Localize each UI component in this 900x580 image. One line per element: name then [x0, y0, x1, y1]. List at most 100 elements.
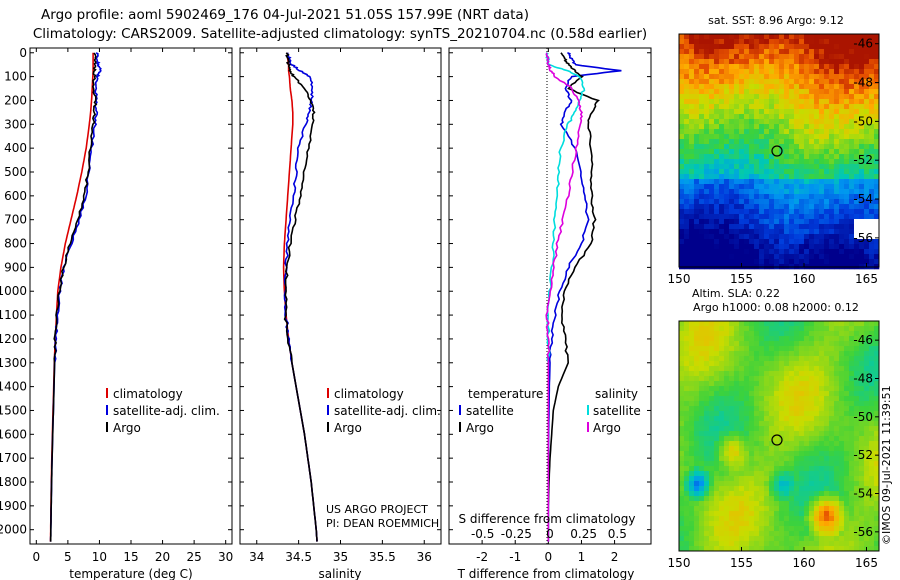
map-cell: [684, 54, 690, 60]
map-cell: [874, 204, 880, 210]
map-cell: [694, 406, 700, 412]
map-cell: [809, 331, 815, 337]
map-cell: [679, 179, 685, 185]
map-cell: [744, 79, 750, 85]
map-cell: [799, 59, 805, 65]
map-cell: [704, 481, 710, 487]
map-cell: [734, 109, 740, 115]
map-cell: [839, 536, 845, 542]
map-cell: [694, 184, 700, 190]
map-cell: [709, 94, 715, 100]
map-cell: [829, 466, 835, 472]
map-cell: [794, 446, 800, 452]
map-cell: [779, 174, 785, 180]
depth-tick-label: 200: [4, 93, 27, 107]
map-cell: [709, 54, 715, 60]
map-cell: [684, 346, 690, 352]
map-cell: [749, 239, 755, 245]
map-cell: [714, 69, 720, 75]
map-cell: [844, 129, 850, 135]
map-cell: [689, 234, 695, 240]
map-cell: [804, 401, 810, 407]
map-cell: [679, 219, 685, 225]
map-cell: [719, 194, 725, 200]
map-cell: [694, 461, 700, 467]
map-cell: [724, 541, 730, 547]
map-cell: [824, 466, 830, 472]
map-cell: [814, 431, 820, 437]
map-cell: [799, 491, 805, 497]
map-cell: [724, 386, 730, 392]
map-cell: [849, 104, 855, 110]
map-cell: [779, 346, 785, 352]
map-cell: [679, 129, 685, 135]
map-cell: [734, 541, 740, 547]
map-cell: [724, 406, 730, 412]
map-cell: [824, 129, 830, 135]
map-cell: [729, 496, 735, 502]
map-cell: [854, 446, 860, 452]
map-cell: [679, 496, 685, 502]
map-cell: [784, 219, 790, 225]
map-cell: [754, 531, 760, 537]
map-cell: [864, 224, 869, 229]
map-cell: [774, 431, 780, 437]
map-cell: [739, 521, 745, 527]
map-cell: [749, 416, 755, 422]
map-cell: [714, 541, 720, 547]
map-cell: [759, 541, 765, 547]
map-cell: [874, 521, 880, 527]
map-cell: [734, 69, 740, 75]
map-cell: [799, 94, 805, 100]
map-cell: [689, 491, 695, 497]
map-cell: [784, 531, 790, 537]
map-cell: [764, 546, 770, 552]
map-cell: [764, 411, 770, 417]
map-cell: [719, 214, 725, 220]
map-cell: [759, 64, 765, 70]
map-cell: [729, 34, 735, 40]
map-cell: [784, 426, 790, 432]
map-cell: [699, 476, 705, 482]
map-cell: [684, 491, 690, 497]
map-cell: [769, 249, 775, 255]
map-cell: [739, 491, 745, 497]
map-cell: [799, 249, 805, 255]
map-cell: [744, 396, 750, 402]
map-cell: [714, 396, 720, 402]
map-cell: [839, 84, 845, 90]
map-cell: [794, 441, 800, 447]
map-cell: [834, 326, 840, 332]
map-cell: [724, 234, 730, 240]
map-cell: [839, 346, 845, 352]
map-cell: [814, 421, 820, 427]
map-cell: [779, 536, 785, 542]
map-cell: [824, 179, 830, 185]
map-cell: [734, 144, 740, 150]
map-cell: [719, 356, 725, 362]
map-cell: [774, 471, 780, 477]
map-cell: [774, 406, 780, 412]
map-cell: [804, 531, 810, 537]
map-cell: [784, 471, 790, 477]
map-cell: [779, 229, 785, 235]
map-cell: [689, 431, 695, 437]
map-cell: [809, 416, 815, 422]
map-cell: [804, 456, 810, 462]
map-cell: [829, 99, 835, 105]
map-cell: [859, 356, 865, 362]
map-cell: [819, 124, 825, 130]
map-cell: [739, 119, 745, 125]
map-cell: [809, 386, 815, 392]
map-cell: [724, 224, 730, 230]
map-cell: [694, 531, 700, 537]
map-cell: [809, 84, 815, 90]
map-cell: [724, 496, 730, 502]
map-cell: [844, 189, 850, 195]
map-cell: [814, 516, 820, 522]
map-cell: [684, 356, 690, 362]
map-cell: [769, 426, 775, 432]
map-cell: [714, 74, 720, 80]
map-cell: [719, 34, 725, 40]
map-cell: [704, 124, 710, 130]
